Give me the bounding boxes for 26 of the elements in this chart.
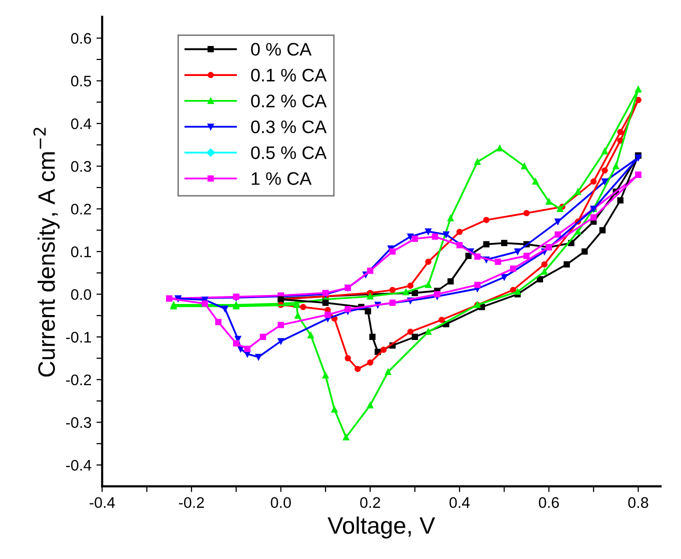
y-tick-label: 0.4 [71,118,92,130]
x-tick-label: -0.2 [179,497,204,508]
y-tick-label: -0.1 [66,332,91,343]
y-tick-label: -0.4 [66,460,92,471]
legend-label: 0.5 % CA [251,146,327,160]
legend-label: 0.1 % CA [251,68,327,82]
legend-label: 0.2 % CA [251,94,327,108]
y-axis-title: Current density, A cm$^{−2}$ [33,128,60,377]
y-tick-label: 0.5 [71,76,92,86]
y-tick-label: 0.0 [71,289,92,300]
legend-label: 0.3 % CA [251,120,327,134]
x-axis-title: Voltage, V [328,516,436,539]
x-tick-label: 0.2 [360,497,380,508]
y-tick-label: 0.2 [71,204,91,215]
x-tick-label: 0.8 [628,497,648,508]
x-tick-label: 0.4 [450,497,470,508]
y-tick-label: -0.2 [66,374,91,386]
legend-label: 1 % CA [252,172,312,185]
y-tick-label: 0.6 [71,32,92,44]
y-tick-label: 0.3 [71,161,92,172]
legend-label: 0 % CA [251,42,312,56]
y-tick-label: -0.3 [66,417,92,428]
y-tick-label: 0.1 [71,246,91,258]
x-tick-label: 0.6 [538,497,559,508]
x-tick-label: 0.0 [270,497,291,508]
x-tick-label: -0.4 [90,497,115,508]
